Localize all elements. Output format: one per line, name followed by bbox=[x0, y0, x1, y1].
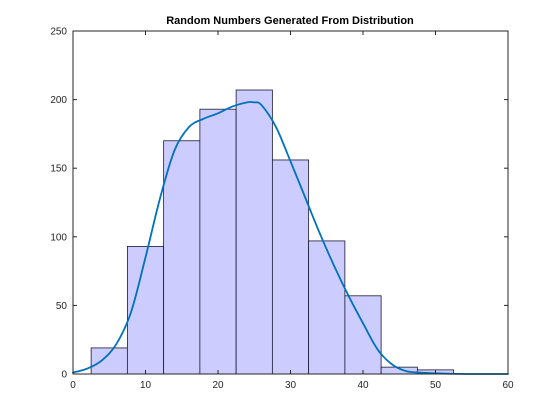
histogram-bar bbox=[126, 245, 165, 375]
y-tick-label: 50 bbox=[56, 301, 68, 312]
y-tick-label: 250 bbox=[50, 27, 67, 38]
ticks: 0 10 20 30 40 50 60 0 50 100 150 200 250 bbox=[50, 27, 514, 392]
y-tick-label: 200 bbox=[50, 95, 67, 106]
y-tick-label: 150 bbox=[50, 164, 67, 175]
chart-title: Random Numbers Generated From Distributi… bbox=[166, 15, 414, 27]
histogram-bar bbox=[344, 295, 382, 375]
bars bbox=[90, 89, 455, 375]
x-tick-label: 60 bbox=[502, 380, 514, 391]
histogram-bar bbox=[90, 347, 128, 375]
x-tick-label: 20 bbox=[212, 380, 224, 391]
y-tick-label: 100 bbox=[50, 232, 67, 243]
x-tick-label: 0 bbox=[70, 380, 76, 391]
y-tick-label: 0 bbox=[61, 370, 67, 381]
x-tick-label: 40 bbox=[357, 380, 369, 391]
histogram-bar bbox=[235, 89, 273, 375]
histogram-bar bbox=[163, 140, 201, 375]
x-tick-label: 30 bbox=[285, 380, 297, 391]
density-curve-layer bbox=[72, 101, 509, 375]
histogram-bar bbox=[271, 159, 310, 375]
x-tick-label: 50 bbox=[430, 380, 442, 391]
histogram-bar bbox=[199, 108, 237, 375]
histogram-bar bbox=[308, 240, 346, 375]
x-tick-label: 10 bbox=[140, 380, 152, 391]
density-curve bbox=[72, 101, 509, 375]
